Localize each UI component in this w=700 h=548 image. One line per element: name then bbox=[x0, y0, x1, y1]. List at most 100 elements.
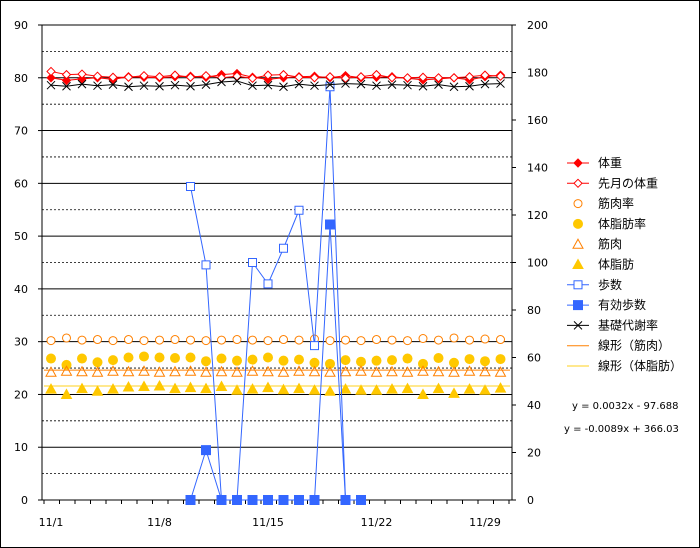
data-point bbox=[372, 335, 381, 345]
data-point bbox=[448, 366, 460, 377]
data-point bbox=[139, 81, 149, 91]
data-point bbox=[294, 495, 304, 505]
data-point bbox=[262, 381, 274, 393]
data-point bbox=[46, 336, 56, 346]
data-point bbox=[123, 352, 134, 363]
plot-area bbox=[44, 66, 510, 505]
legend-marker bbox=[572, 238, 584, 249]
marker-x-stroke bbox=[465, 81, 474, 91]
data-point bbox=[61, 69, 72, 80]
data-point bbox=[294, 205, 304, 215]
data-point bbox=[153, 379, 166, 391]
data-point bbox=[463, 383, 476, 394]
data-point bbox=[325, 72, 335, 82]
marker-x-stroke bbox=[480, 79, 490, 89]
marker-x-stroke bbox=[93, 81, 102, 91]
legend-label: 有効歩数 bbox=[598, 297, 646, 312]
marker-x-stroke bbox=[496, 79, 505, 88]
data-point bbox=[294, 72, 304, 82]
data-point bbox=[107, 383, 119, 394]
data-point bbox=[434, 80, 443, 89]
data-point bbox=[185, 495, 196, 505]
y-left-tick-label: 70 bbox=[14, 125, 28, 138]
data-point bbox=[155, 81, 164, 91]
data-point bbox=[355, 365, 367, 376]
series-line bbox=[190, 224, 361, 501]
data-point bbox=[108, 80, 118, 89]
data-point bbox=[45, 383, 57, 394]
data-point bbox=[184, 365, 197, 376]
data-point bbox=[62, 81, 71, 91]
data-point bbox=[339, 365, 352, 377]
data-point bbox=[77, 335, 87, 345]
x-tick-label: 11/22 bbox=[361, 516, 393, 529]
marker-x-stroke bbox=[62, 81, 71, 91]
data-point bbox=[46, 80, 56, 90]
data-point bbox=[449, 333, 459, 343]
data-point bbox=[294, 354, 304, 365]
data-point bbox=[401, 382, 414, 394]
data-point bbox=[215, 380, 228, 392]
data-point bbox=[464, 354, 475, 365]
data-point bbox=[201, 80, 211, 89]
data-point bbox=[139, 336, 149, 346]
legend-label: 先月の体重 bbox=[598, 176, 658, 190]
data-point bbox=[46, 66, 56, 77]
data-point bbox=[433, 353, 444, 364]
data-point bbox=[155, 335, 164, 345]
data-point bbox=[247, 354, 258, 365]
data-point bbox=[201, 70, 211, 81]
data-point bbox=[496, 79, 505, 88]
data-point bbox=[76, 365, 88, 377]
data-point bbox=[92, 71, 103, 81]
data-point bbox=[449, 73, 459, 83]
data-point bbox=[247, 495, 258, 505]
data-point bbox=[170, 353, 180, 364]
data-point bbox=[77, 79, 87, 89]
data-point bbox=[169, 382, 181, 394]
data-point bbox=[263, 80, 273, 90]
marker-x-stroke bbox=[573, 321, 583, 330]
legend-item: 線形（体脂肪） bbox=[567, 358, 682, 373]
marker-x-stroke bbox=[356, 79, 366, 89]
x-tick-label: 11/15 bbox=[252, 516, 284, 529]
data-point bbox=[480, 70, 490, 80]
series-line bbox=[50, 70, 501, 79]
trend-equation-1: y = 0.0032x - 97.688 bbox=[572, 401, 679, 412]
data-point bbox=[418, 358, 428, 369]
data-point bbox=[108, 355, 118, 366]
data-point bbox=[433, 73, 444, 83]
data-point bbox=[339, 383, 352, 394]
y-left-tick-label: 10 bbox=[14, 441, 28, 454]
data-point bbox=[495, 71, 506, 81]
legend-marker bbox=[573, 218, 583, 229]
data-point bbox=[215, 365, 228, 377]
data-point bbox=[263, 70, 273, 80]
data-point bbox=[325, 80, 335, 89]
y-right-tick-label: 140 bbox=[527, 162, 548, 175]
data-point bbox=[154, 352, 165, 363]
data-point bbox=[263, 279, 273, 289]
y-left-tick-label: 80 bbox=[14, 72, 28, 85]
y-right-tick-label: 180 bbox=[527, 67, 548, 80]
data-point bbox=[386, 383, 398, 394]
data-point bbox=[480, 79, 490, 89]
data-point bbox=[448, 387, 460, 398]
legend-label: 体脂肪率 bbox=[598, 216, 646, 231]
data-point bbox=[463, 365, 476, 376]
data-point bbox=[402, 73, 413, 83]
data-point bbox=[465, 81, 474, 91]
marker-x-stroke bbox=[294, 79, 304, 89]
y-right-tick-label: 20 bbox=[527, 447, 541, 460]
data-point bbox=[278, 495, 289, 505]
data-point bbox=[232, 76, 242, 86]
data-point bbox=[356, 336, 366, 346]
y-left-tick-label: 90 bbox=[14, 19, 28, 32]
data-point bbox=[263, 352, 273, 363]
data-point bbox=[387, 335, 397, 345]
legend-label: 筋肉 bbox=[598, 236, 622, 251]
marker-x-stroke bbox=[186, 81, 195, 91]
marker-x-stroke bbox=[403, 80, 412, 90]
marker-x-stroke bbox=[418, 81, 428, 91]
